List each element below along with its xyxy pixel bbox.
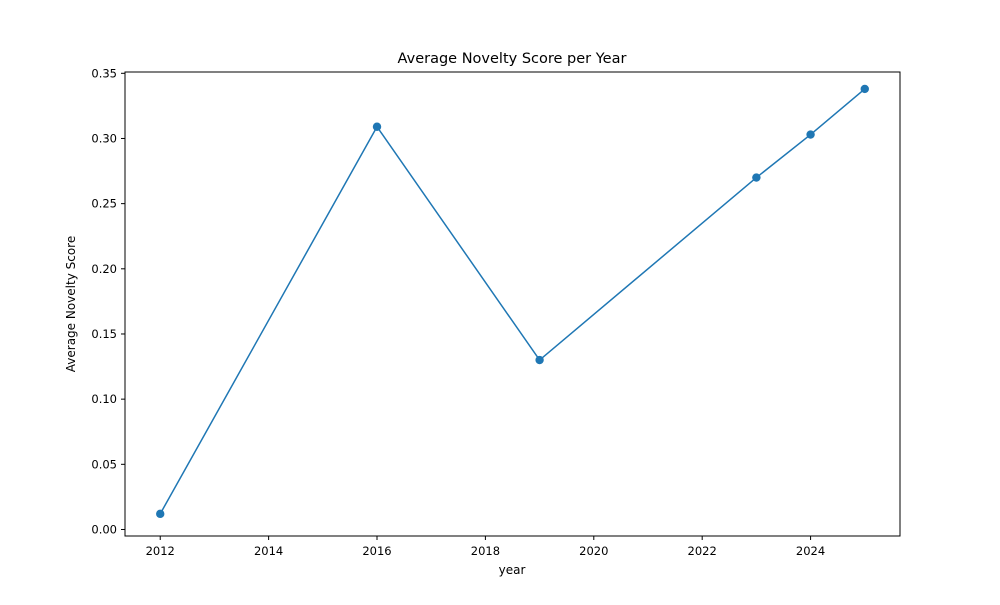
x-tick-label: 2016 <box>362 544 391 558</box>
x-tick-label: 2018 <box>471 544 500 558</box>
x-tick-label: 2014 <box>254 544 283 558</box>
x-tick-label: 2012 <box>146 544 175 558</box>
x-tick-label: 2020 <box>579 544 608 558</box>
x-tick-label: 2024 <box>796 544 825 558</box>
y-tick-label: 0.05 <box>91 457 117 471</box>
x-axis: 2012 2014 2016 2018 2020 2022 2024 <box>146 536 825 558</box>
data-point <box>860 84 869 94</box>
series-line <box>159 88 866 515</box>
data-point <box>156 509 165 519</box>
x-tick-label: 2022 <box>688 544 717 558</box>
chart-title: Average Novelty Score per Year <box>398 51 627 67</box>
x-axis-label: year <box>499 563 526 577</box>
y-axis: 0.00 0.05 0.10 0.15 0.20 0.25 0.30 0.35 <box>91 66 125 536</box>
data-point <box>806 130 815 139</box>
y-tick-label: 0.35 <box>91 66 117 80</box>
plot-frame <box>124 71 901 537</box>
y-tick-label: 0.15 <box>91 327 117 341</box>
data-point <box>372 122 382 131</box>
y-tick-label: 0.20 <box>91 262 117 276</box>
y-tick-label: 0.25 <box>91 197 117 211</box>
y-tick-label: 0.30 <box>91 131 117 145</box>
data-point <box>535 355 544 365</box>
y-tick-label: 0.10 <box>91 392 117 406</box>
y-axis-label: Average Novelty Score <box>64 236 78 372</box>
plot-area <box>156 84 869 519</box>
y-tick-label: 0.00 <box>91 522 117 536</box>
data-point <box>752 173 761 182</box>
